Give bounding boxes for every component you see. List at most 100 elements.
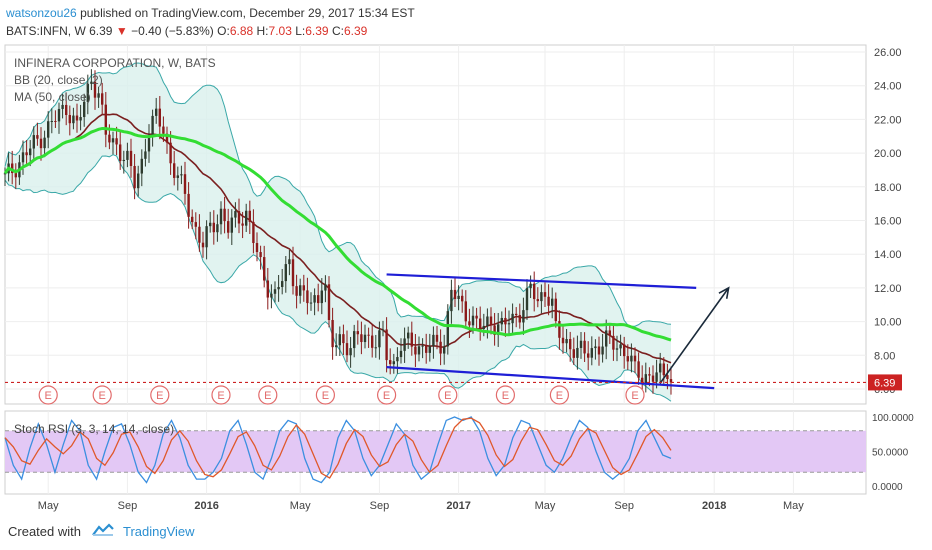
candle-body — [479, 318, 482, 329]
username-link[interactable]: watsonzou26 — [6, 6, 77, 20]
candle-body — [515, 313, 518, 316]
price-change: −0.40 (−5.83%) — [131, 24, 214, 38]
tradingview-brand[interactable]: TradingView — [122, 524, 195, 539]
earnings-marker[interactable] — [438, 385, 458, 405]
candle-body — [389, 360, 392, 365]
candle-body — [216, 224, 219, 233]
candle-body — [266, 280, 269, 298]
candle-body — [14, 173, 17, 178]
candle-body — [252, 221, 255, 244]
candle-body — [536, 299, 539, 302]
candle-body — [450, 289, 453, 312]
candle-body — [65, 104, 68, 116]
candle-body — [299, 285, 302, 296]
earnings-marker-label: E — [156, 390, 163, 402]
candle-body — [302, 285, 305, 291]
candle-body — [306, 290, 309, 304]
earnings-marker[interactable] — [625, 385, 645, 405]
earnings-marker-label: E — [502, 390, 509, 402]
earnings-marker[interactable] — [377, 385, 397, 405]
earnings-marker[interactable] — [38, 385, 58, 405]
candle-body — [540, 292, 543, 302]
candle-body — [363, 334, 367, 343]
earnings-marker-label: E — [322, 390, 329, 402]
legend-title: INFINERA CORPORATION, W, BATS — [14, 56, 216, 70]
candle-body — [36, 135, 39, 139]
candle-body — [198, 226, 201, 243]
earnings-marker-label: E — [556, 390, 563, 402]
candle-body — [529, 283, 532, 289]
earnings-marker[interactable] — [315, 385, 335, 405]
trend-arrow-line[interactable] — [659, 287, 730, 384]
candle-body — [281, 281, 284, 287]
candle-body — [155, 108, 158, 116]
stoch-rsi-pane — [4, 416, 866, 484]
candle-body — [414, 346, 417, 355]
candle-body — [648, 374, 651, 376]
candle-body — [633, 355, 637, 362]
earnings-marker[interactable] — [258, 385, 278, 405]
candle-body — [572, 349, 575, 358]
candle-body — [50, 120, 53, 122]
earnings-marker[interactable] — [495, 385, 515, 405]
candle-body — [230, 217, 233, 233]
candle-body — [345, 343, 349, 356]
earnings-marker[interactable] — [211, 385, 231, 405]
candle-body — [126, 150, 129, 160]
candle-body — [61, 104, 64, 109]
candle-body — [439, 341, 442, 354]
candle-body — [237, 211, 241, 224]
earnings-marker-label: E — [264, 390, 271, 402]
candle-body — [547, 296, 550, 306]
candle-body — [421, 345, 424, 347]
chart-area[interactable]: E E E E E E E E E E E May Sep 2016 May Sep 2017 May Sep 20… — [0, 42, 932, 512]
y-tick-label: 22.00 — [874, 114, 902, 126]
footer: Created with TradingView — [8, 523, 195, 540]
candle-body — [72, 115, 75, 124]
candle-body — [587, 353, 590, 358]
earnings-marker[interactable] — [549, 385, 570, 405]
channel-lower-line[interactable] — [386, 365, 715, 390]
candle-body — [183, 174, 187, 194]
candle-body — [68, 115, 71, 124]
candle-body — [525, 288, 529, 311]
candle-body — [396, 357, 399, 362]
candle-body — [129, 150, 133, 167]
earnings-marker[interactable] — [150, 385, 170, 405]
price-chart-svg[interactable]: E E E E E E E E E E E May Sep 2016 May Sep 2017 May Sep 20… — [0, 42, 932, 512]
y-tick-label: 8.00 — [874, 350, 895, 362]
candle-body — [205, 226, 208, 248]
candle-body — [338, 334, 341, 346]
candle-body — [489, 316, 493, 326]
close-label: C: — [331, 24, 344, 38]
channel-upper-line[interactable] — [386, 273, 697, 289]
y-tick-label: 26.00 — [874, 47, 902, 59]
candle-body — [309, 302, 313, 304]
candle-body — [594, 346, 597, 349]
candle-body — [108, 134, 111, 143]
candle-body — [21, 152, 25, 163]
candle-body — [90, 81, 93, 84]
candle-body — [457, 295, 460, 299]
candle-body — [435, 334, 439, 342]
earnings-marker[interactable] — [92, 385, 112, 405]
candle-body — [561, 337, 565, 344]
x-tick-label: May — [783, 500, 804, 512]
publish-header: watsonzou26 published on TradingView.com… — [6, 5, 415, 21]
published-text: published on TradingView.com, December 2… — [80, 6, 415, 20]
candle-body — [25, 152, 28, 156]
candle-body — [295, 286, 298, 296]
candle-body — [410, 332, 413, 347]
candle-body — [259, 252, 262, 258]
bb-basis-line — [4, 113, 672, 364]
y-tick-label: 10.00 — [874, 317, 902, 329]
candle-body — [551, 298, 554, 306]
trend-annotations[interactable] — [5, 273, 866, 390]
candle-body — [533, 283, 536, 300]
candle-body — [140, 158, 143, 174]
candle-body — [360, 334, 363, 343]
candle-body — [432, 334, 435, 347]
candle-body — [83, 101, 86, 118]
price-pane-frame — [4, 44, 867, 405]
